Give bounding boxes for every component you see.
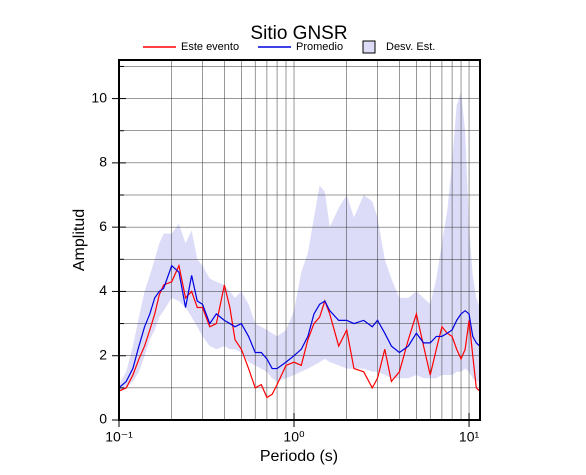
legend-label: Promedio bbox=[296, 41, 343, 53]
y-tick-label: 6 bbox=[99, 218, 107, 234]
x-tick-label: 10⁰ bbox=[283, 429, 305, 445]
std-band bbox=[119, 92, 480, 392]
y-tick-label: 4 bbox=[99, 282, 107, 298]
y-tick-label: 0 bbox=[99, 411, 107, 427]
data-line bbox=[118, 264, 481, 389]
y-tick-label: 8 bbox=[99, 154, 107, 170]
y-tick-label: 10 bbox=[91, 89, 107, 105]
data-line bbox=[118, 263, 481, 399]
y-axis-label: Amplitud bbox=[71, 209, 88, 271]
legend-label: Este evento bbox=[181, 41, 239, 53]
x-tick-label: 10¹ bbox=[459, 429, 480, 445]
x-tick-label: 10⁻¹ bbox=[105, 429, 133, 445]
plot-frame bbox=[118, 59, 481, 421]
legend-swatch bbox=[362, 40, 376, 54]
chart-title: Sitio GNSR bbox=[250, 23, 347, 44]
y-tick-label: 2 bbox=[99, 346, 107, 362]
legend-label: Desv. Est. bbox=[386, 41, 435, 53]
x-axis-label: Periodo (s) bbox=[260, 448, 338, 465]
